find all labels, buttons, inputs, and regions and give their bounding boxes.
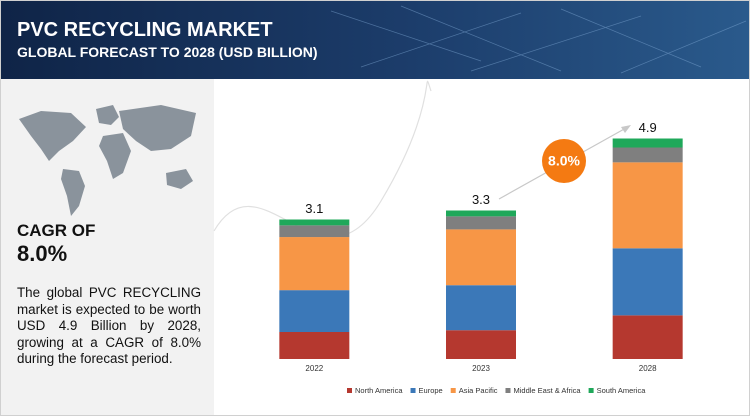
bar-segment — [612, 147, 683, 163]
legend-label: North America — [355, 386, 403, 395]
bar-segment — [612, 162, 683, 249]
description: The global PVC RECYCLING market is expec… — [17, 285, 201, 366]
header-band — [1, 1, 749, 79]
legend-swatch — [588, 388, 594, 393]
bar-segment — [612, 248, 683, 316]
bar-segment — [446, 210, 516, 217]
x-tick-label: 2022 — [305, 364, 323, 373]
legend-swatch — [450, 388, 456, 393]
cagr-label: CAGR OF — [17, 221, 96, 240]
bar-segment — [446, 285, 516, 331]
bar-segment — [612, 315, 683, 359]
legend-swatch — [505, 388, 511, 393]
header-decoration — [330, 5, 747, 74]
decorative-curve — [213, 80, 432, 238]
bar-segment — [279, 225, 350, 238]
cagr-badge — [542, 139, 586, 183]
legend-label: South America — [597, 386, 647, 395]
cagr-badge-label: 8.0% — [548, 153, 580, 169]
bar-segment — [279, 290, 350, 332]
x-tick-label: 2028 — [639, 364, 657, 373]
legend-label: Europe — [419, 386, 443, 395]
bar-segment — [446, 216, 516, 230]
world-map — [19, 105, 196, 216]
bar-segment — [279, 332, 350, 359]
x-tick-label: 2023 — [472, 364, 490, 373]
legend-swatch — [410, 388, 416, 393]
bar-segment — [279, 237, 350, 291]
total-label: 4.9 — [639, 120, 657, 135]
bar-segment — [446, 330, 516, 359]
legend-label: Asia Pacific — [459, 386, 498, 395]
cagr-value: 8.0% — [17, 241, 68, 266]
bar-segment — [279, 219, 350, 226]
legend-label: Middle East & Africa — [513, 386, 581, 395]
trend-arrowhead — [621, 125, 631, 133]
title: PVC RECYCLING MARKET — [17, 19, 273, 41]
legend-swatch — [347, 388, 352, 393]
subtitle: GLOBAL FORECAST TO 2028 (USD BILLION) — [17, 44, 318, 60]
total-label: 3.3 — [472, 192, 490, 207]
bar-segment — [612, 138, 683, 148]
total-label: 3.1 — [305, 201, 323, 216]
bar-segment — [446, 229, 516, 286]
